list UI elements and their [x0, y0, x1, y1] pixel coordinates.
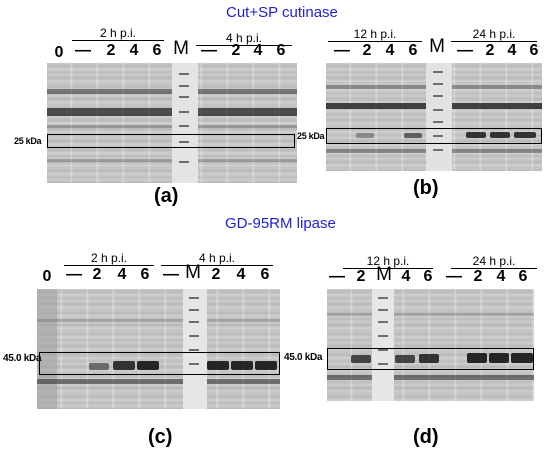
- kda-marker: 25 kDa: [297, 131, 325, 141]
- lane-label: 2: [106, 42, 116, 59]
- band-highlight-box: [39, 352, 280, 375]
- gel-image-a: [47, 63, 297, 183]
- lane-label: —: [446, 268, 462, 285]
- panel-label-a: (a): [154, 185, 179, 207]
- lane-label: 4: [385, 42, 395, 59]
- lane-label: 2: [362, 42, 372, 59]
- marker-lane-label: M: [376, 264, 392, 285]
- kda-marker: 45.0 kDa: [3, 353, 42, 364]
- lane-label: 2: [473, 268, 483, 285]
- marker-lane-label: M: [185, 262, 201, 283]
- gel-image-c: [37, 289, 280, 409]
- title-lipase: GD-95RM lipase: [225, 215, 336, 232]
- lane-label: —: [457, 42, 473, 59]
- lane-label: —: [66, 266, 82, 283]
- lane-label: 2: [92, 266, 102, 283]
- group-label-4h: 4 h p.i.: [161, 251, 273, 266]
- group-label-12h: 12 h p.i.: [343, 254, 433, 269]
- lane-label: 6: [260, 266, 270, 283]
- title-cutinase: Cut+SP cutinase: [226, 4, 338, 21]
- group-label-12h: 12 h p.i.: [328, 27, 422, 42]
- lane-label: 0: [42, 268, 52, 285]
- lane-label: —: [163, 266, 179, 283]
- panel-label-c: (c): [148, 426, 173, 448]
- gel-image-d: [327, 289, 534, 401]
- panel-label-d: (d): [413, 426, 439, 448]
- lane-label: —: [201, 42, 217, 59]
- lane-label: 6: [518, 268, 528, 285]
- band-highlight-box: [326, 128, 542, 144]
- lane-label: 2: [211, 266, 221, 283]
- lane-label: 2: [356, 268, 366, 285]
- lane-label: 0: [54, 44, 64, 61]
- lane-label: 4: [236, 266, 246, 283]
- gel-image-b: [326, 63, 542, 171]
- lane-label: —: [75, 42, 91, 59]
- lane-label: 4: [129, 42, 139, 59]
- group-label-24h: 24 h p.i.: [451, 254, 537, 269]
- marker-lane-label: M: [429, 36, 445, 57]
- marker-lane-label: M: [173, 38, 189, 59]
- lane-label: 4: [496, 268, 506, 285]
- lane-label: 6: [423, 268, 433, 285]
- lane-label: 6: [276, 42, 286, 59]
- kda-marker: 45.0 kDa: [284, 352, 323, 363]
- lane-label: 6: [408, 42, 418, 59]
- lane-label: —: [334, 42, 350, 59]
- lane-label: 2: [231, 42, 241, 59]
- lane-label: 6: [140, 266, 150, 283]
- lane-label: 6: [152, 42, 162, 59]
- lane-label: 4: [253, 42, 263, 59]
- lane-label: 4: [401, 268, 411, 285]
- lane-label: 2: [485, 42, 495, 59]
- group-label-2h: 2 h p.i.: [64, 251, 154, 266]
- lane-label: 4: [507, 42, 517, 59]
- band-highlight-box: [327, 348, 534, 370]
- lane-label: 6: [529, 42, 539, 59]
- group-label-2h: 2 h p.i.: [72, 26, 164, 41]
- kda-marker: 25 kDa: [14, 136, 42, 146]
- group-label-4h: 4 h p.i.: [196, 31, 292, 46]
- group-label-24h: 24 h p.i.: [451, 27, 537, 42]
- lane-label: —: [329, 268, 345, 285]
- lane-label: 4: [117, 266, 127, 283]
- band-highlight-box: [47, 134, 295, 148]
- panel-label-b: (b): [413, 177, 439, 199]
